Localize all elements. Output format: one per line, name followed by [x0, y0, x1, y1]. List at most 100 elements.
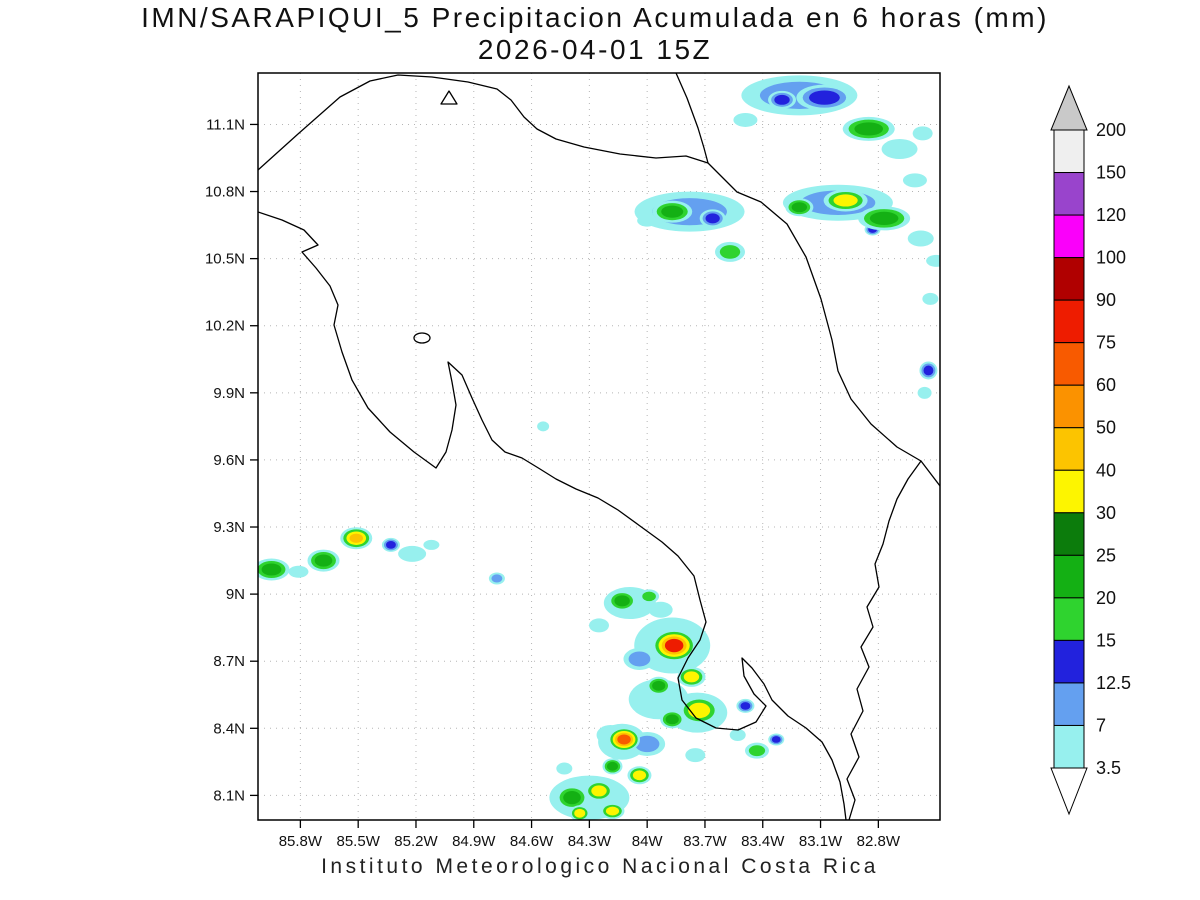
- precipitation-cell: [385, 541, 396, 549]
- precipitation-cell: [854, 122, 884, 136]
- lake-island: [440, 90, 458, 105]
- coastline-north-and-caribbean: [258, 74, 940, 487]
- x-tick-label: 85.2W: [394, 833, 438, 850]
- colorbar-label: 12.5: [1096, 673, 1131, 693]
- precipitation-cell: [912, 126, 933, 141]
- colorbar-label: 150: [1096, 163, 1126, 183]
- precipitation-cell: [661, 205, 684, 218]
- precipitation-cell: [574, 808, 586, 818]
- precipitation-cell: [733, 112, 758, 127]
- precipitation-cell: [740, 702, 751, 710]
- precipitation-cell: [917, 386, 932, 399]
- precipitation-cell: [833, 194, 858, 207]
- precipitation-cell: [748, 745, 766, 757]
- precipitation-cell: [683, 671, 700, 683]
- colorbar: 200 150 120 100 90 75 60 50 40 30 25 20 15 12.5 7 3.5: [1050, 84, 1131, 816]
- precipitation-cell: [664, 638, 684, 653]
- coastline-pacific: [258, 211, 847, 820]
- colorbar-segment: [1053, 639, 1085, 684]
- colorbar-segment: [1053, 512, 1085, 556]
- precipitation-cell: [771, 736, 781, 743]
- y-tick-label: 9N: [226, 586, 245, 603]
- precipitation-cell: [791, 202, 808, 213]
- colorbar-label: 20: [1096, 588, 1116, 608]
- x-tick-label: 84.3W: [568, 833, 612, 850]
- y-tick-label: 8.4N: [213, 720, 245, 737]
- y-tick-label: 9.6N: [213, 452, 245, 469]
- precipitation-cell: [923, 365, 934, 376]
- x-tick-label: 83.4W: [741, 833, 785, 850]
- panama-border: [846, 460, 922, 820]
- precipitation-cell: [907, 230, 934, 247]
- precipitation-cell: [665, 714, 679, 725]
- coastline-nicaragua-caribbean: [675, 73, 709, 164]
- colorbar-label: 90: [1096, 290, 1116, 310]
- colorbar-arrow-bottom: [1050, 767, 1088, 816]
- colorbar-arrow-top: [1050, 84, 1088, 131]
- colorbar-segment: [1053, 682, 1085, 726]
- precipitation-cell: [652, 680, 666, 691]
- precipitation-cell: [589, 618, 609, 633]
- precipitation-cell: [642, 591, 656, 602]
- precipitation-cell: [774, 94, 790, 105]
- precipitation-cell: [617, 734, 631, 745]
- colorbar-label: 40: [1096, 460, 1116, 480]
- x-tick-label: 85.8W: [279, 833, 323, 850]
- gulf-island: [413, 332, 431, 344]
- chart-title-line2: 2026-04-01 15Z: [477, 34, 713, 65]
- precipitation-cell: [648, 601, 673, 618]
- colorbar-segment: [1053, 342, 1085, 386]
- footer-caption: Instituto Meteorologico Nacional Costa R…: [321, 855, 879, 878]
- precipitation-cell: [869, 211, 899, 225]
- x-tick-label: 85.5W: [337, 833, 381, 850]
- colorbar-label: 15: [1096, 630, 1116, 650]
- precipitation-cell: [719, 245, 741, 259]
- precipitation-cell: [591, 785, 607, 797]
- colorbar-label: 120: [1096, 205, 1126, 225]
- precipitation-cell: [491, 574, 503, 583]
- colorbar-segment: [1053, 172, 1085, 216]
- precipitation-cell: [614, 595, 630, 607]
- precipitation-cell: [556, 762, 573, 775]
- y-tick-label: 8.7N: [213, 653, 245, 670]
- x-tick-label: 82.8W: [857, 833, 901, 850]
- colorbar-segment: [1053, 299, 1085, 344]
- axis-ticks: 11.1N 10.8N 10.5N 10.2N 9.9N 9.6N 9.3N 9N 8.7N 8.…: [205, 116, 901, 850]
- precipitation-cell: [809, 90, 840, 105]
- plot-border: [257, 72, 941, 821]
- precipitation-cell: [705, 213, 720, 224]
- y-tick-label: 10.2N: [205, 318, 245, 335]
- precipitation-cell: [261, 563, 282, 576]
- colorbar-segment: [1053, 214, 1085, 259]
- precipitation-cell: [729, 729, 746, 742]
- colorbar-label: 200: [1096, 120, 1126, 140]
- colorbar-label: 60: [1096, 375, 1116, 395]
- x-tick-label: 83.1W: [799, 833, 843, 850]
- precipitation-cell: [349, 533, 363, 543]
- colorbar-segment: [1053, 469, 1085, 514]
- precipitation-cell: [685, 748, 706, 763]
- precipitation-cell: [398, 545, 427, 562]
- colorbar-label: 3.5: [1096, 758, 1121, 778]
- colorbar-label: 7: [1096, 715, 1106, 735]
- precipitation-cell: [628, 651, 651, 667]
- coastline: [258, 73, 940, 820]
- colorbar-segment: [1053, 129, 1085, 174]
- precipitation-cell: [922, 292, 939, 305]
- colorbar-label: 50: [1096, 418, 1116, 438]
- x-tick-label: 84.9W: [452, 833, 496, 850]
- colorbar-segment: [1053, 257, 1085, 301]
- precipitation-cell: [423, 539, 440, 550]
- precipitation-field: [258, 75, 940, 820]
- precipitation-cell: [314, 554, 333, 567]
- y-tick-label: 10.5N: [205, 251, 245, 268]
- precipitation-cell: [605, 806, 620, 816]
- x-tick-label: 83.7W: [683, 833, 727, 850]
- y-tick-label: 9.9N: [213, 385, 245, 402]
- precipitation-cell: [606, 761, 618, 771]
- precipitation-cell: [537, 421, 550, 432]
- colorbar-label: 100: [1096, 248, 1126, 268]
- colorbar-segment: [1053, 724, 1085, 769]
